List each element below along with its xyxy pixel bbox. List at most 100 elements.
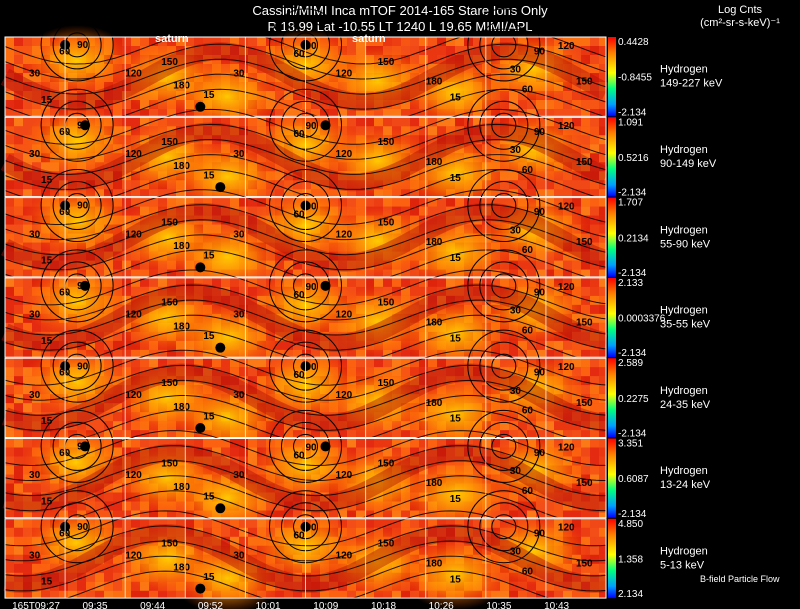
pixel-cell xyxy=(329,581,338,591)
pixel-cell xyxy=(599,376,606,386)
contour-label: 15 xyxy=(41,255,53,266)
pixel-cell xyxy=(5,563,14,573)
pixel-cell xyxy=(122,197,131,207)
pixel-cell xyxy=(347,358,356,368)
pixel-cell xyxy=(239,126,248,136)
pixel-cell xyxy=(194,197,203,207)
pixel-cell xyxy=(230,197,239,207)
pixel-cell xyxy=(293,590,302,599)
pixel-cell xyxy=(122,518,131,528)
contour-label: 150 xyxy=(576,318,593,329)
pixel-cell xyxy=(41,100,50,109)
pixel-cell xyxy=(599,162,606,172)
pixel-cell xyxy=(176,197,185,207)
pixel-cell xyxy=(527,501,536,511)
pixel-cell xyxy=(248,286,257,296)
contour-label: 30 xyxy=(510,145,522,156)
pixel-cell xyxy=(518,260,527,270)
pixel-cell xyxy=(23,474,32,484)
colorbar xyxy=(608,358,616,438)
pixel-cell xyxy=(14,171,23,181)
pixel-cell xyxy=(230,527,239,537)
pixel-cell xyxy=(122,100,131,109)
pixel-cell xyxy=(365,438,374,448)
pixel-cell xyxy=(356,37,365,46)
contour-ring xyxy=(40,249,114,323)
pixel-cell xyxy=(572,91,581,100)
pixel-cell xyxy=(14,91,23,100)
pixel-cell xyxy=(41,590,50,599)
pixel-cell xyxy=(383,117,392,127)
pixel-cell xyxy=(14,545,23,555)
pixel-cell xyxy=(410,206,419,216)
pixel-cell xyxy=(158,590,167,599)
pixel-cell xyxy=(599,358,606,368)
pixel-cell xyxy=(23,242,32,252)
contour-ring xyxy=(52,502,102,552)
pixel-cell xyxy=(5,100,14,109)
pixel-cell xyxy=(230,456,239,466)
pixel-cell xyxy=(23,340,32,350)
pixel-cell xyxy=(23,180,32,190)
contour-label: 180 xyxy=(426,237,443,248)
pixel-cell xyxy=(599,518,606,528)
pixel-cell xyxy=(482,447,491,457)
pixel-cell xyxy=(14,554,23,564)
pixel-cell xyxy=(5,527,14,537)
pixel-cell xyxy=(32,483,41,493)
pixel-cell xyxy=(59,572,68,582)
pixel-cell xyxy=(203,277,212,287)
spectrogram-row: 1530609012015018015306090120150180153060… xyxy=(1,329,711,454)
pixel-cell xyxy=(32,412,41,422)
pixel-cell xyxy=(572,260,581,270)
contour-label: 150 xyxy=(576,77,593,88)
pixel-cell xyxy=(356,117,365,127)
contour-label: 120 xyxy=(558,41,575,52)
pixel-cell xyxy=(248,277,257,287)
pixel-cell xyxy=(581,171,590,181)
pixel-cell xyxy=(41,171,50,181)
pixel-cell xyxy=(410,367,419,377)
pixel-cell xyxy=(419,135,428,145)
pixel-cell xyxy=(122,501,131,511)
pixel-cell xyxy=(428,367,437,377)
pixel-cell xyxy=(239,46,248,55)
pixel-cell xyxy=(311,590,320,599)
saturn-label: saturn xyxy=(155,33,189,45)
pixel-cell xyxy=(392,438,401,448)
pixel-cell xyxy=(491,277,500,287)
pixel-cell xyxy=(473,286,482,296)
pixel-cell xyxy=(356,518,365,528)
spectrogram-row: 1530609012015018015306090120150180153060… xyxy=(2,409,711,534)
flux-hotspot xyxy=(478,193,589,266)
pixel-cell xyxy=(86,251,95,261)
pixel-cell xyxy=(32,403,41,413)
pixel-cell xyxy=(509,340,518,350)
pixel-cell xyxy=(230,518,239,528)
contour-label: 60 xyxy=(522,245,534,256)
pixel-cell xyxy=(392,358,401,368)
pixel-cell xyxy=(446,277,455,287)
pixel-cell xyxy=(599,73,606,82)
contour-label: 90 xyxy=(306,442,318,453)
pixel-cell xyxy=(329,349,338,358)
pixel-cell xyxy=(221,438,230,448)
pixel-cell xyxy=(32,349,41,358)
pixel-cell xyxy=(131,358,140,368)
contour-label: 120 xyxy=(125,470,142,481)
pixel-cell xyxy=(410,438,419,448)
pixel-cell xyxy=(446,46,455,55)
pixel-cell xyxy=(41,501,50,511)
pixel-cell xyxy=(221,277,230,287)
pixel-cell xyxy=(572,277,581,287)
pixel-cell xyxy=(455,277,464,287)
contour-label: 120 xyxy=(336,470,353,481)
pixel-cell xyxy=(32,242,41,252)
contour-label: 60 xyxy=(293,370,305,381)
contour-label: 150 xyxy=(378,378,395,389)
pixel-cell xyxy=(5,331,14,341)
pixel-cell xyxy=(311,421,320,431)
pixel-cell xyxy=(149,189,158,197)
saturn-marker xyxy=(320,280,331,291)
